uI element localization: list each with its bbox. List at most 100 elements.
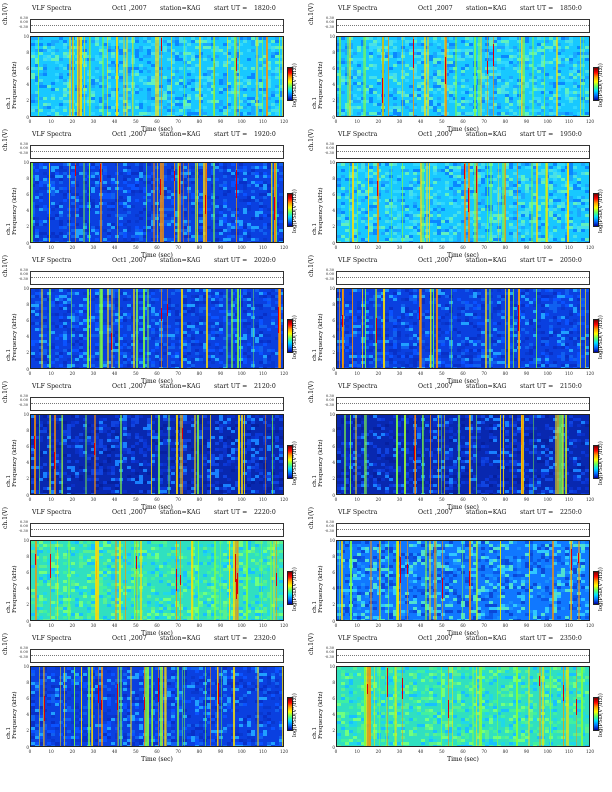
spectrogram-panel: VLF Spectra Oct1 ,2007 station=KAG start UT…	[0, 633, 306, 765]
sferic-streak	[561, 415, 563, 494]
colorbar	[593, 697, 599, 731]
ch1-axis-label: ch.1(V)	[308, 381, 315, 403]
sferic-streak	[425, 541, 427, 620]
x-tick-label: 70	[175, 623, 181, 628]
sferic-streak	[234, 37, 236, 116]
sferic-streak	[480, 37, 482, 116]
x-tick-label: 0	[28, 749, 32, 754]
frequency-axis-title: Frequency (kHz)	[318, 61, 324, 109]
frequency-axis-title: Frequency (kHz)	[318, 313, 324, 361]
x-tick-label: 90	[523, 623, 530, 628]
y-tick-label: 4	[26, 82, 29, 88]
x-tick-label: 20	[69, 371, 75, 376]
x-tick-label: 120	[280, 497, 288, 502]
ch1-tick-labels: 0.30 0.00 -0.30	[320, 142, 334, 155]
low-frequency-band	[337, 369, 590, 370]
sferic-streak	[120, 415, 122, 494]
hdr-title: VLF Spectra	[32, 509, 72, 516]
x-tick-label: 60	[154, 371, 160, 376]
sferic-streak	[120, 667, 122, 746]
ch1-tick-labels: 0.30 0.00 -0.30	[14, 268, 28, 281]
spectrogram-svg	[337, 415, 589, 494]
panel-header: VLF Spectra Oct1 ,2007 station=KAG start UT…	[338, 257, 592, 267]
time-tick-labels: 0 10 20 30 40 50 60 70 80 90 100 110 120	[29, 623, 288, 629]
x-tick-label: 50	[439, 497, 445, 502]
ch1-voltage-strip	[30, 523, 284, 537]
ch1-trace	[31, 25, 283, 26]
sferic-streak	[168, 415, 170, 494]
sferic-streak	[489, 289, 491, 368]
x-tick-label: 10	[48, 749, 54, 754]
sferic-streak	[476, 541, 477, 620]
colorbar	[593, 571, 599, 605]
x-tick-label: 120	[586, 497, 594, 502]
sferic-streak	[364, 37, 366, 116]
sferic-streak	[220, 541, 221, 620]
spectrogram-svg	[31, 163, 283, 242]
y-tick-label: 8	[26, 49, 29, 55]
y-tick-label: 2	[332, 224, 335, 230]
ch1-tick-label: -0.30	[324, 528, 334, 533]
colorbar	[287, 697, 293, 731]
y-tick-label: 10	[23, 411, 29, 417]
x-tick-label: 110	[258, 371, 267, 376]
sferic-streak	[112, 289, 113, 368]
sferic-streak	[556, 37, 558, 116]
spectrogram-image	[30, 666, 284, 747]
sferic-streak	[513, 289, 514, 368]
x-tick-label: 40	[417, 245, 424, 250]
x-tick-label: 10	[354, 119, 360, 124]
colorbar-label: log(PSD(V²/Hz))	[292, 189, 298, 233]
ch1-voltage-strip	[336, 649, 590, 663]
ch1-voltage-strip	[336, 523, 590, 537]
frequency-axis-label: ch.1 Frequency (kHz)	[6, 565, 18, 613]
sferic-streak	[366, 415, 367, 494]
x-tick-label: 40	[111, 623, 118, 628]
ch1-tick-label: -0.30	[324, 150, 334, 155]
sferic-streak	[521, 37, 523, 116]
sferic-peak	[235, 554, 236, 582]
sferic-streak	[262, 37, 263, 116]
sferic-peak	[161, 308, 162, 321]
sferic-streak	[566, 415, 567, 494]
sferic-streak	[125, 541, 126, 620]
sferic-streak	[206, 289, 208, 368]
sferic-streak	[355, 415, 357, 494]
x-tick-label: 20	[69, 623, 75, 628]
sferic-streak	[164, 667, 166, 746]
sferic-streak	[420, 289, 422, 368]
x-tick-label: 0	[334, 749, 338, 754]
sferic-peak	[101, 700, 102, 710]
hdr-date: Oct1 ,2007	[418, 131, 453, 138]
x-tick-label: 10	[354, 497, 360, 502]
hdr-title: VLF Spectra	[338, 5, 378, 12]
sferic-streak	[557, 415, 559, 494]
y-tick-label: 4	[26, 208, 29, 214]
time-axis-label: Time (sec)	[141, 126, 173, 133]
panel-header: VLF Spectra Oct1 ,2007 station=KAG start UT…	[338, 635, 592, 645]
x-tick-label: 30	[90, 497, 97, 502]
time-axis-label: Time (sec)	[141, 252, 173, 259]
x-tick-label: 110	[258, 119, 267, 124]
sferic-streak	[396, 415, 398, 494]
sferic-streak	[272, 415, 273, 494]
y-tick-label: 0	[26, 492, 29, 498]
frequency-axis-title: Frequency (kHz)	[318, 187, 324, 235]
sferic-peak	[414, 446, 415, 461]
sferic-streak	[474, 163, 476, 242]
time-tick-labels: 0 10 20 30 40 50 60 70 80 90 100 110 120	[335, 497, 594, 503]
sferic-streak	[132, 37, 133, 116]
sferic-streak	[161, 37, 162, 116]
ch1-tick-label: -0.30	[324, 276, 334, 281]
sferic-streak	[397, 541, 399, 620]
colorbar	[593, 193, 599, 227]
frequency-tick-labels: 0 2 4 6 8 10	[22, 34, 29, 120]
y-tick-label: 6	[26, 317, 29, 323]
frequency-axis-label: ch.1 Frequency (kHz)	[312, 313, 324, 361]
x-tick-label: 80	[502, 371, 508, 376]
sferic-streak	[350, 415, 351, 494]
spectrogram-svg	[31, 289, 283, 368]
sferic-streak	[119, 289, 120, 368]
sferic-streak	[379, 541, 380, 620]
sferic-streak	[199, 37, 201, 116]
